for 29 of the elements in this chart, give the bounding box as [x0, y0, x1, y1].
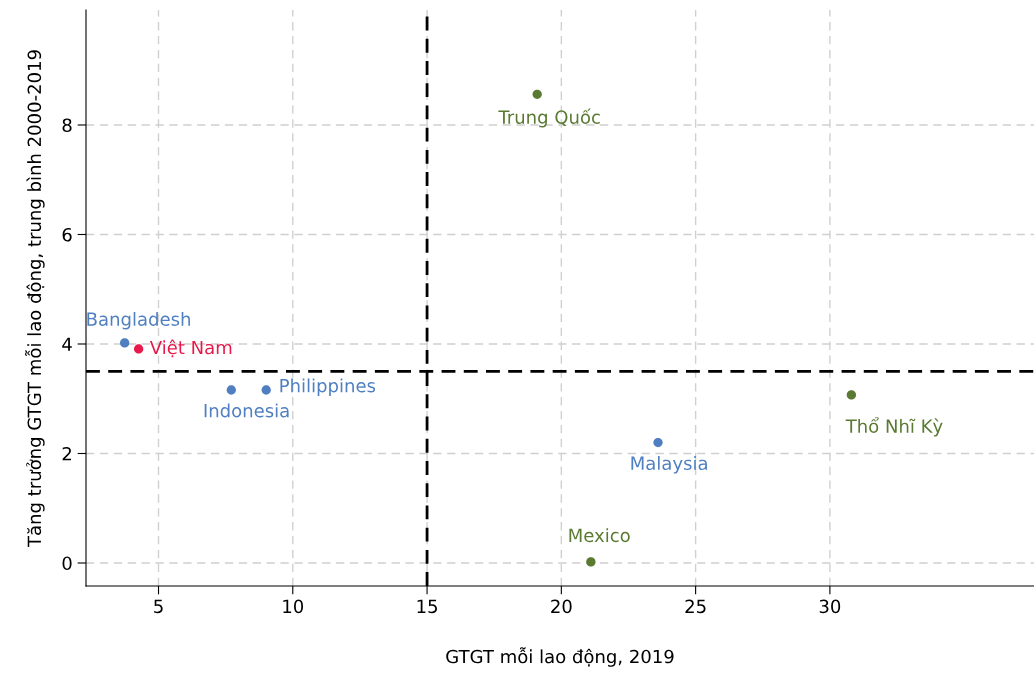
x-axis-title: GTGT mỗi lao động, 2019	[446, 647, 674, 667]
point	[846, 390, 857, 400]
x-tick-label: 25	[685, 599, 706, 614]
series-label: Thổ Nhĩ Kỳ	[845, 417, 943, 437]
point	[653, 437, 663, 448]
series-label: Trung Quốc	[498, 108, 600, 128]
series-label: Philippines	[280, 378, 376, 396]
point	[226, 385, 236, 395]
point	[120, 338, 130, 348]
point	[586, 557, 596, 567]
point	[133, 344, 144, 354]
y-tick-label: 0	[62, 556, 72, 571]
x-tick-label: 30	[819, 599, 841, 614]
x-tick-label: 5	[154, 599, 163, 614]
x-tick-label: 10	[283, 599, 304, 614]
point	[532, 89, 542, 99]
y-tick-label: 8	[62, 118, 72, 133]
series-label: Malaysia	[631, 456, 707, 474]
point	[261, 385, 271, 395]
y-tick-label: 2	[62, 446, 71, 461]
y-axis-title: Tăng trưởng GTGT mỗi lao động, trung bình 2000-2019	[25, 50, 45, 548]
series-label: Indonesia	[204, 403, 289, 418]
y-tick-label: 6	[62, 227, 72, 242]
series-label: Bangladesh	[87, 311, 190, 330]
series-label: Mexico	[569, 528, 630, 543]
y-tick-label: 4	[62, 337, 72, 351]
x-tick-label: 15	[417, 599, 437, 614]
series-label: Việt Nam	[149, 339, 232, 358]
x-tick-label: 20	[551, 599, 572, 614]
